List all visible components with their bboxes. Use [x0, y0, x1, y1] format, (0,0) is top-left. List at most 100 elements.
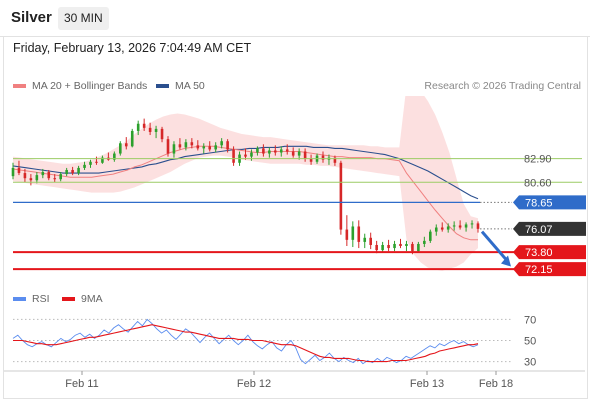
x-tick-label: Feb 13: [410, 378, 444, 390]
candle-body: [142, 123, 146, 128]
rsi-tick-label: 70: [524, 314, 536, 326]
candle-body: [214, 145, 217, 150]
candle-body: [190, 142, 194, 146]
level-tag-label: 76.07: [525, 224, 553, 236]
candle-body: [464, 224, 468, 228]
candle-body: [279, 149, 283, 153]
level-tag-support: [513, 262, 586, 277]
level-tag-last: [513, 221, 586, 236]
candle-body: [297, 151, 301, 156]
candle-body: [363, 237, 367, 242]
rsi-ma-line: [13, 324, 479, 363]
candle-body: [113, 153, 116, 160]
candle-body: [71, 169, 74, 174]
level-tag-label: 78.65: [525, 197, 553, 209]
price-plot: [11, 96, 480, 271]
candle-body: [357, 226, 361, 242]
candle-body: [345, 229, 349, 240]
legend-rsi-label: RSI: [32, 293, 50, 305]
instrument-title: Silver: [11, 9, 52, 26]
candle-body: [226, 141, 229, 150]
bollinger-band: [13, 96, 478, 271]
candle-body: [41, 172, 45, 176]
candle-body: [470, 223, 474, 225]
rsi-line: [12, 318, 479, 365]
legend-rsi-ma-label: 9MA: [81, 293, 103, 305]
level-tag-label: 72.15: [525, 264, 553, 276]
candle-body: [178, 144, 182, 148]
candle-body: [434, 227, 438, 232]
research-credit: Research © 2026 Trading Central: [424, 80, 581, 92]
candle-body: [220, 141, 223, 146]
candle-body: [446, 226, 450, 230]
candle-body: [268, 150, 271, 154]
timeframe-button[interactable]: 30 MIN: [58, 7, 109, 30]
resistance-label: 82.90: [524, 154, 552, 166]
candle-body: [196, 145, 200, 149]
level-tag-pivot: [513, 195, 586, 210]
chart-frame: [3, 36, 588, 399]
candle-body: [89, 161, 92, 165]
ma50-swatch: [156, 84, 169, 88]
top-bar: Silver 30 MIN: [0, 0, 590, 36]
candle-body: [47, 172, 51, 179]
legend-rsi: RSI: [13, 293, 50, 305]
candle-body: [244, 154, 247, 157]
candle-body: [333, 157, 337, 163]
candle-body: [369, 237, 372, 245]
candle-body: [53, 178, 57, 180]
candle-body: [77, 167, 80, 174]
candle-body: [452, 225, 456, 227]
resistance-label: 80.60: [524, 177, 552, 189]
candle-body: [101, 157, 104, 163]
candle-body: [417, 243, 420, 252]
candle-body: [35, 175, 39, 181]
candle-body: [208, 146, 212, 150]
candle-body: [351, 226, 355, 240]
rsi-tick-label: 30: [524, 357, 536, 369]
candle-body: [23, 173, 27, 179]
candle-body: [476, 223, 480, 229]
candle-body: [166, 139, 170, 154]
candle-body: [440, 227, 444, 230]
rsi-tick-label: 50: [524, 336, 536, 348]
legend-ma50-label: MA 50: [175, 80, 205, 92]
candle-body: [95, 161, 98, 163]
rsi-swatch: [13, 297, 26, 301]
candle-body: [375, 244, 378, 251]
candle-body: [291, 151, 295, 156]
candle-body: [65, 169, 68, 175]
candle-body: [274, 150, 277, 153]
candle-body: [250, 152, 253, 157]
candle-body: [154, 128, 158, 132]
candle-body: [285, 149, 289, 152]
legend-rsi-ma: 9MA: [62, 293, 103, 305]
candle-body: [387, 244, 390, 249]
candle-body: [11, 167, 15, 177]
report-datetime: Friday, February 13, 2026 7:04:49 AM CET: [13, 41, 252, 55]
level-tag-label: 73.80: [525, 247, 553, 259]
candle-body: [381, 244, 384, 251]
candle-body: [405, 243, 408, 247]
candle-body: [399, 243, 402, 247]
level-tag-support: [513, 245, 586, 260]
candle-body: [309, 158, 313, 162]
candle-body: [17, 167, 21, 174]
candle-body: [303, 151, 307, 159]
candle-body: [429, 231, 432, 241]
rsi-ma-swatch: [62, 297, 75, 301]
candle-body: [202, 146, 206, 149]
projection-arrow-head: [501, 255, 511, 267]
x-tick-label: Feb 11: [65, 378, 98, 390]
candle-body: [148, 127, 152, 132]
candle-body: [458, 225, 462, 228]
candle-body: [232, 149, 235, 163]
candle-body: [339, 162, 343, 230]
candle-body: [160, 128, 164, 140]
candle-body: [124, 143, 128, 147]
candle-body: [262, 148, 265, 154]
ma20-swatch: [13, 84, 26, 88]
candle-body: [411, 243, 414, 252]
candle-body: [130, 130, 134, 147]
